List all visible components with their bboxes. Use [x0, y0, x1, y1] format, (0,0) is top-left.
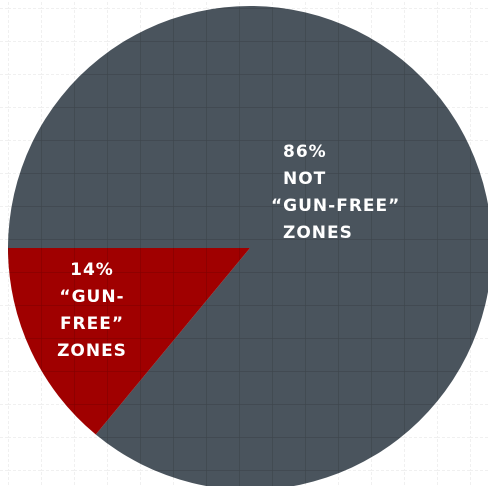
pie-grid	[8, 6, 488, 486]
category-label: FREE”	[60, 314, 124, 334]
value-label: 14%	[70, 260, 114, 280]
value-label: 86%	[283, 142, 327, 162]
category-label: “GUN-	[59, 287, 124, 307]
category-label: NOT	[283, 169, 326, 189]
category-label: “GUN-FREE”	[271, 196, 400, 216]
category-label: ZONES	[57, 341, 127, 361]
category-label: ZONES	[283, 223, 353, 243]
